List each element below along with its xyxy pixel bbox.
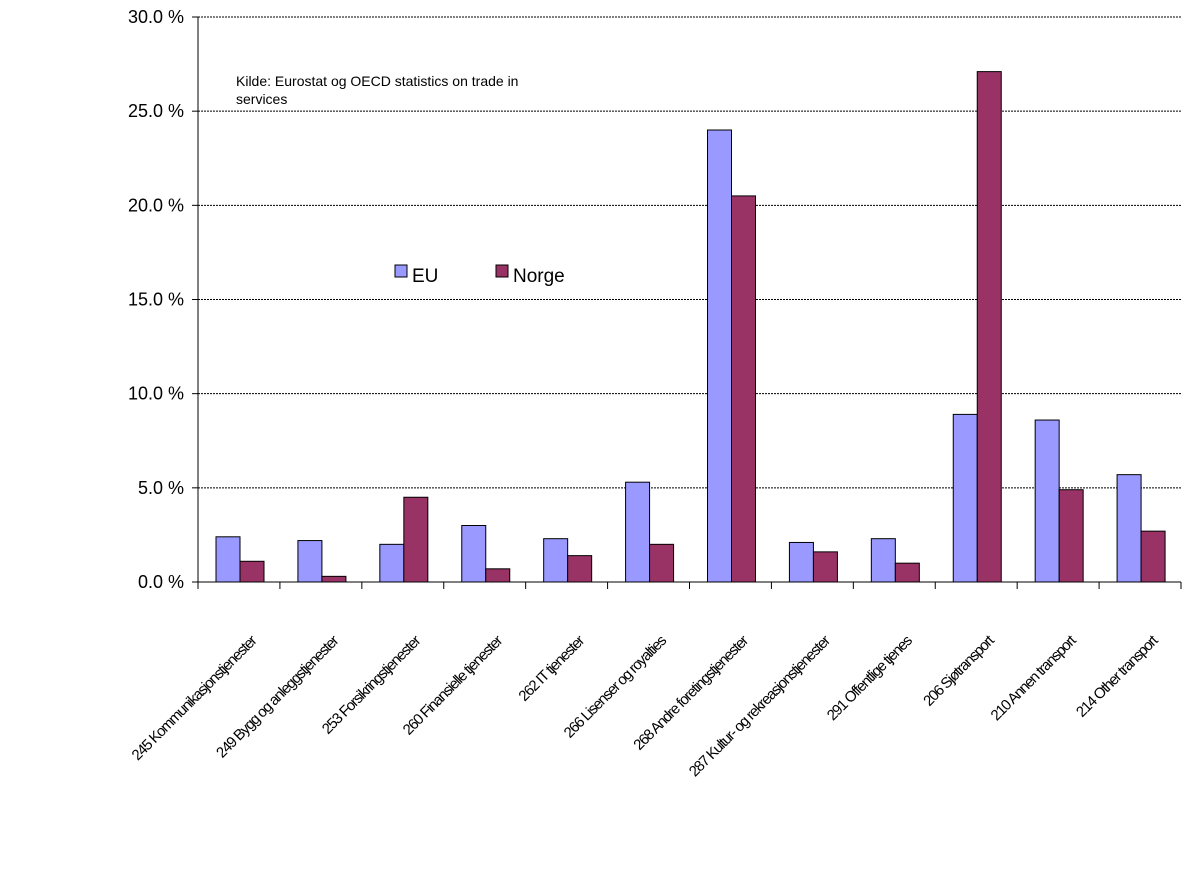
bars [215,71,1166,583]
bar-eu-3 [461,525,487,583]
bar-norge-6 [731,195,756,583]
bar-eu-7 [788,541,814,583]
x-tick-label: 287 Kultur- og rekreasjonstjenester [686,632,834,780]
bar-eu-10 [1034,419,1060,583]
bar-eu-5 [625,481,651,583]
y-tick-label: 10.0 % [128,384,184,404]
bar-eu-4 [543,538,569,583]
y-axis: 0.0 % 5.0 % 10.0 % 15.0 % 20.0 % 25.0 % 30.0 % [128,7,199,592]
x-tick-label: 214 Other transport [1073,631,1162,720]
bar-norge-8 [894,562,920,583]
y-tick-label: 20.0 % [128,195,184,215]
bar-norge-0 [239,560,265,583]
legend-label-eu: EU [412,266,438,287]
gridlines [198,16,1181,489]
y-tick-label: 30.0 % [128,7,184,27]
bar-eu-8 [870,538,896,583]
bar-norge-7 [812,551,838,583]
bar-eu-9 [952,413,978,583]
legend-swatch-eu [394,264,408,278]
bar-eu-2 [379,543,405,583]
y-tick-label: 5.0 % [138,478,184,498]
legend: EU Norge [394,264,565,287]
bar-norge-5 [649,543,675,583]
bar-norge-10 [1058,489,1084,583]
bar-eu-1 [297,540,323,583]
bar-eu-6 [707,129,732,583]
bar-norge-4 [567,555,593,583]
x-tick-label: 206 Sjøtransport [920,631,998,709]
bar-norge-11 [1140,530,1166,583]
source-annotation-line-2: services [236,91,287,107]
bar-norge-3 [485,568,511,583]
bar-norge-9 [976,71,1002,583]
bar-eu-0 [215,536,241,583]
legend-swatch-norge [495,264,509,278]
bar-eu-11 [1116,474,1142,583]
y-tick-label: 15.0 % [128,290,184,310]
x-tick-label: 291 Offentlige tjenes [824,632,916,724]
bar-norge-1 [321,575,347,583]
source-annotation-line-1: Kilde: Eurostat og OECD statistics on tr… [236,73,518,89]
y-tick-label: 0.0 % [138,572,184,592]
legend-label-norge: Norge [513,266,565,287]
bar-norge-2 [403,496,429,583]
x-tick-label: 262 IT tjenester [515,632,588,705]
y-tick-label: 25.0 % [128,101,184,121]
x-tick-label: 210 Annen transport [988,631,1081,724]
